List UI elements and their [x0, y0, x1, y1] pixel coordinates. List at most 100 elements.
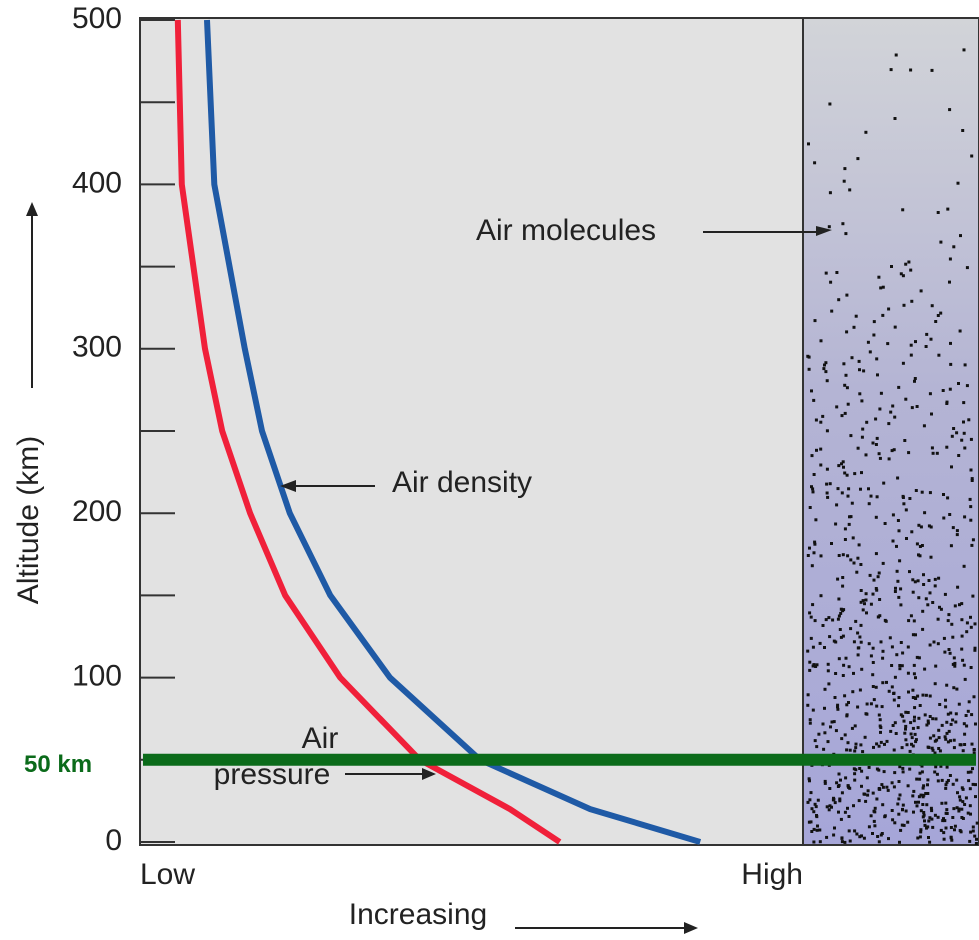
molecule-dot [818, 828, 822, 832]
molecule-dot [934, 320, 938, 323]
molecule-dot [891, 818, 895, 822]
molecule-dot [828, 635, 832, 639]
molecule-dot [807, 142, 810, 146]
molecule-dot [879, 730, 882, 734]
molecule-dot [854, 768, 858, 772]
molecule-dot [916, 579, 920, 583]
molecule-dot [839, 817, 843, 821]
molecule-dot [840, 791, 844, 795]
molecule-dot [951, 526, 955, 530]
molecule-dot [916, 836, 920, 840]
molecule-dot [806, 800, 810, 804]
molecule-dot [901, 766, 905, 770]
molecule-dot [968, 839, 972, 843]
molecule-dot [917, 523, 921, 527]
molecule-dot [939, 607, 943, 611]
molecule-dot [856, 631, 860, 635]
molecule-dot [967, 779, 971, 783]
molecule-dot [842, 362, 846, 366]
pressure-arrowhead [422, 768, 436, 780]
molecule-dot [901, 770, 905, 774]
molecule-dot [824, 271, 828, 275]
molecule-dot [813, 802, 817, 806]
molecule-dot [922, 573, 925, 577]
molecule-dot [945, 780, 949, 784]
molecule-dot [951, 816, 955, 819]
molecule-dot [915, 777, 919, 781]
molecule-dot [899, 641, 903, 644]
molecule-dot [939, 828, 943, 832]
molecule-dot [871, 661, 875, 664]
molecule-dot [858, 635, 862, 639]
molecule-dot [875, 495, 879, 499]
molecule-dot [887, 307, 891, 311]
molecule-dot [808, 798, 812, 802]
molecule-dot [864, 453, 868, 457]
molecule-dot [877, 744, 881, 748]
molecule-dot [852, 671, 855, 675]
molecule-dot [840, 840, 844, 844]
molecule-dot [956, 585, 960, 589]
molecule-dot [893, 771, 897, 775]
molecule-dot [973, 622, 977, 626]
molecule-dot [972, 748, 976, 752]
molecule-dot [906, 645, 910, 649]
molecule-dot [864, 799, 868, 803]
molecule-dot [858, 368, 861, 372]
molecule-dot [904, 508, 908, 512]
molecule-dot [974, 783, 977, 787]
molecule-dot [845, 748, 849, 752]
molecule-dot [949, 835, 953, 839]
molecule-dot [811, 603, 815, 607]
molecule-dot [962, 420, 965, 424]
molecule-dot [825, 467, 829, 471]
molecule-dot [837, 298, 841, 302]
molecule-dot [966, 811, 970, 815]
molecule-dot [854, 619, 858, 623]
molecule-dot [913, 379, 916, 383]
molecule-dot [955, 806, 959, 810]
molecule-dot [856, 556, 860, 560]
molecule-dot [928, 694, 932, 698]
molecule-dot [898, 840, 901, 844]
molecule-dot [825, 429, 829, 433]
molecule-dot [807, 367, 811, 371]
molecule-dot [823, 779, 827, 783]
molecule-dot [846, 784, 850, 788]
molecule-dot [940, 723, 944, 727]
molecule-dot [934, 717, 938, 721]
molecule-dot [830, 720, 834, 724]
molecule-dot [958, 795, 962, 799]
molecule-dot [928, 840, 932, 844]
molecule-dot [864, 592, 868, 596]
molecule-dot [860, 399, 864, 403]
molecule-dot [893, 415, 897, 419]
molecule-dot [896, 519, 900, 522]
molecule-dot [899, 828, 903, 832]
molecule-dot [913, 715, 916, 719]
molecule-dot [840, 462, 843, 466]
molecule-dot [829, 725, 832, 729]
molecule-dot [907, 451, 911, 455]
molecule-dot [871, 832, 874, 835]
molecule-dot [924, 693, 928, 697]
molecule-dot [955, 529, 959, 533]
molecule-dot [919, 289, 923, 293]
molecule-dot [811, 708, 815, 712]
molecule-dot [849, 627, 853, 631]
molecule-dot [887, 837, 890, 841]
molecule-dot [873, 806, 877, 810]
molecule-dot [901, 807, 904, 811]
molecule-dot [854, 746, 858, 750]
molecule-dot [943, 819, 947, 823]
molecule-dot [928, 736, 932, 740]
molecule-dot [877, 713, 881, 717]
molecule-dot [808, 721, 812, 725]
molecule-dot [879, 286, 883, 290]
molecule-dot [868, 573, 872, 577]
molecule-dot [965, 630, 969, 634]
molecule-dot [911, 688, 915, 692]
molecule-dot [897, 780, 901, 783]
molecule-dot [810, 454, 814, 458]
molecule-dot [928, 715, 932, 718]
